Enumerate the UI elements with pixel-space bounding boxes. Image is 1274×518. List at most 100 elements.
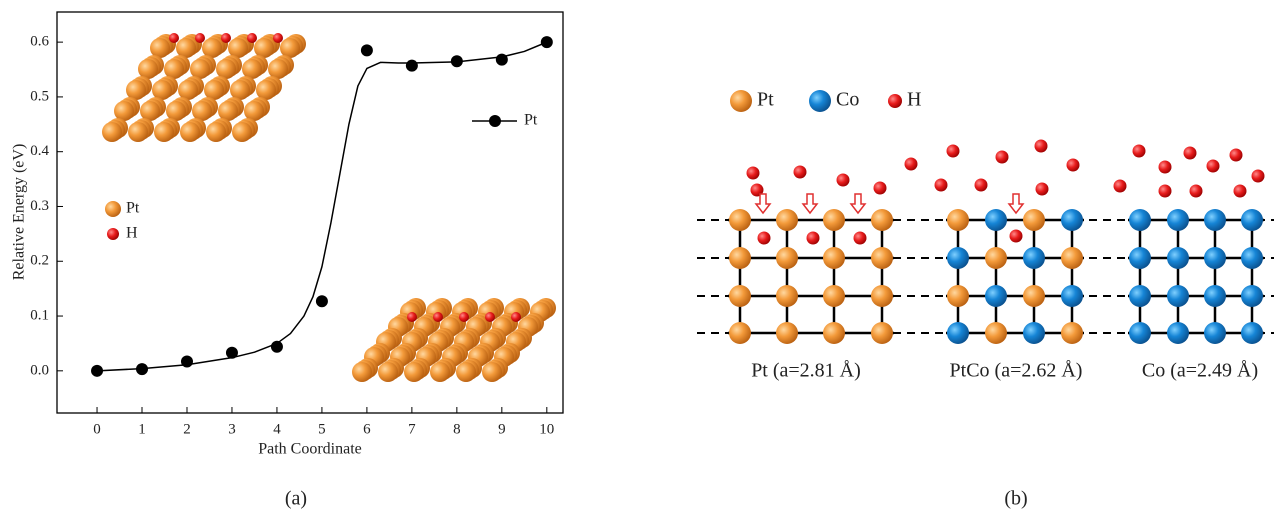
y-tick-label: 0.2 (30, 253, 49, 269)
atom (1204, 209, 1226, 231)
h-atom (935, 179, 948, 192)
atom (871, 209, 893, 231)
h-atom (947, 145, 960, 158)
atom (1061, 247, 1083, 269)
atom (1167, 285, 1189, 307)
atom (228, 38, 248, 58)
h-atom (854, 232, 867, 245)
atom (729, 247, 751, 269)
atom (254, 38, 274, 58)
data-point (271, 341, 283, 353)
legend-marker (489, 115, 501, 127)
h-atom (1230, 149, 1243, 162)
y-tick-label: 0.6 (30, 34, 49, 50)
atom (242, 59, 262, 79)
inset-legend-label: Pt (126, 200, 140, 217)
atom (776, 285, 798, 307)
atom (871, 247, 893, 269)
atom (166, 101, 186, 121)
atom (256, 80, 276, 100)
atom (190, 59, 210, 79)
h-atom (169, 33, 179, 43)
data-point (451, 55, 463, 67)
atom (378, 362, 398, 382)
data-point (496, 54, 508, 66)
atom (114, 101, 134, 121)
atom (1023, 209, 1045, 231)
h-atom (407, 312, 417, 322)
atom (216, 59, 236, 79)
h-atom (975, 179, 988, 192)
atom (985, 285, 1007, 307)
legend-label: H (907, 89, 921, 111)
data-point (226, 347, 238, 359)
h-atom (1207, 160, 1220, 173)
atom (1129, 247, 1151, 269)
data-point (361, 44, 373, 56)
atom (140, 101, 160, 121)
h-atom (794, 166, 807, 179)
h-atom (1184, 147, 1197, 160)
h-atom (247, 33, 257, 43)
atom (154, 122, 174, 142)
h-atom (1036, 183, 1049, 196)
legend-marker (888, 94, 902, 108)
h-atom (1114, 180, 1127, 193)
atom (482, 362, 502, 382)
h-atom (511, 312, 521, 322)
y-tick-label: 0.0 (30, 362, 49, 378)
x-tick-label: 8 (453, 421, 461, 437)
x-tick-label: 9 (498, 421, 506, 437)
atom (1129, 322, 1151, 344)
y-tick-label: 0.5 (30, 88, 49, 104)
atom (126, 80, 146, 100)
h-atom (273, 33, 283, 43)
h-atom (195, 33, 205, 43)
y-axis-label: Relative Energy (eV) (11, 144, 28, 281)
atom (164, 59, 184, 79)
atom (1204, 285, 1226, 307)
atom (178, 80, 198, 100)
x-tick-label: 1 (138, 421, 146, 437)
atom-insets: Pt H (102, 33, 556, 382)
lattice-label: PtCo (a=2.62 Å) (950, 360, 1083, 382)
figure: Path Coordinate Relative Energy (eV) (a)… (0, 0, 1274, 518)
arrow (756, 194, 770, 213)
atom (128, 122, 148, 142)
atom (1061, 209, 1083, 231)
x-tick-label: 7 (408, 421, 416, 437)
atom (1241, 247, 1263, 269)
atom (947, 322, 969, 344)
atom (729, 285, 751, 307)
atom (1061, 285, 1083, 307)
lattice-label: Pt (a=2.81 Å) (751, 360, 861, 382)
atom (823, 209, 845, 231)
x-tick-label: 3 (228, 421, 236, 437)
atom (176, 38, 196, 58)
atom (404, 362, 424, 382)
atom (1167, 322, 1189, 344)
atom (776, 209, 798, 231)
h-atom (874, 182, 887, 195)
atom (985, 209, 1007, 231)
atom (1241, 285, 1263, 307)
h-atom (1035, 140, 1048, 153)
x-tick-label: 5 (318, 421, 326, 437)
atom (871, 285, 893, 307)
atom (244, 101, 264, 121)
h-atom (747, 167, 760, 180)
atom (1241, 209, 1263, 231)
atom (776, 247, 798, 269)
atom (823, 247, 845, 269)
h-atom (1159, 185, 1172, 198)
atom (152, 80, 172, 100)
legend-label: Pt (757, 89, 774, 111)
atom (729, 209, 751, 231)
atom (1204, 247, 1226, 269)
atom (204, 80, 224, 100)
inset-legend-label: H (126, 225, 138, 242)
atom (1061, 322, 1083, 344)
atom (1023, 322, 1045, 344)
atom (192, 101, 212, 121)
h-atom (837, 174, 850, 187)
